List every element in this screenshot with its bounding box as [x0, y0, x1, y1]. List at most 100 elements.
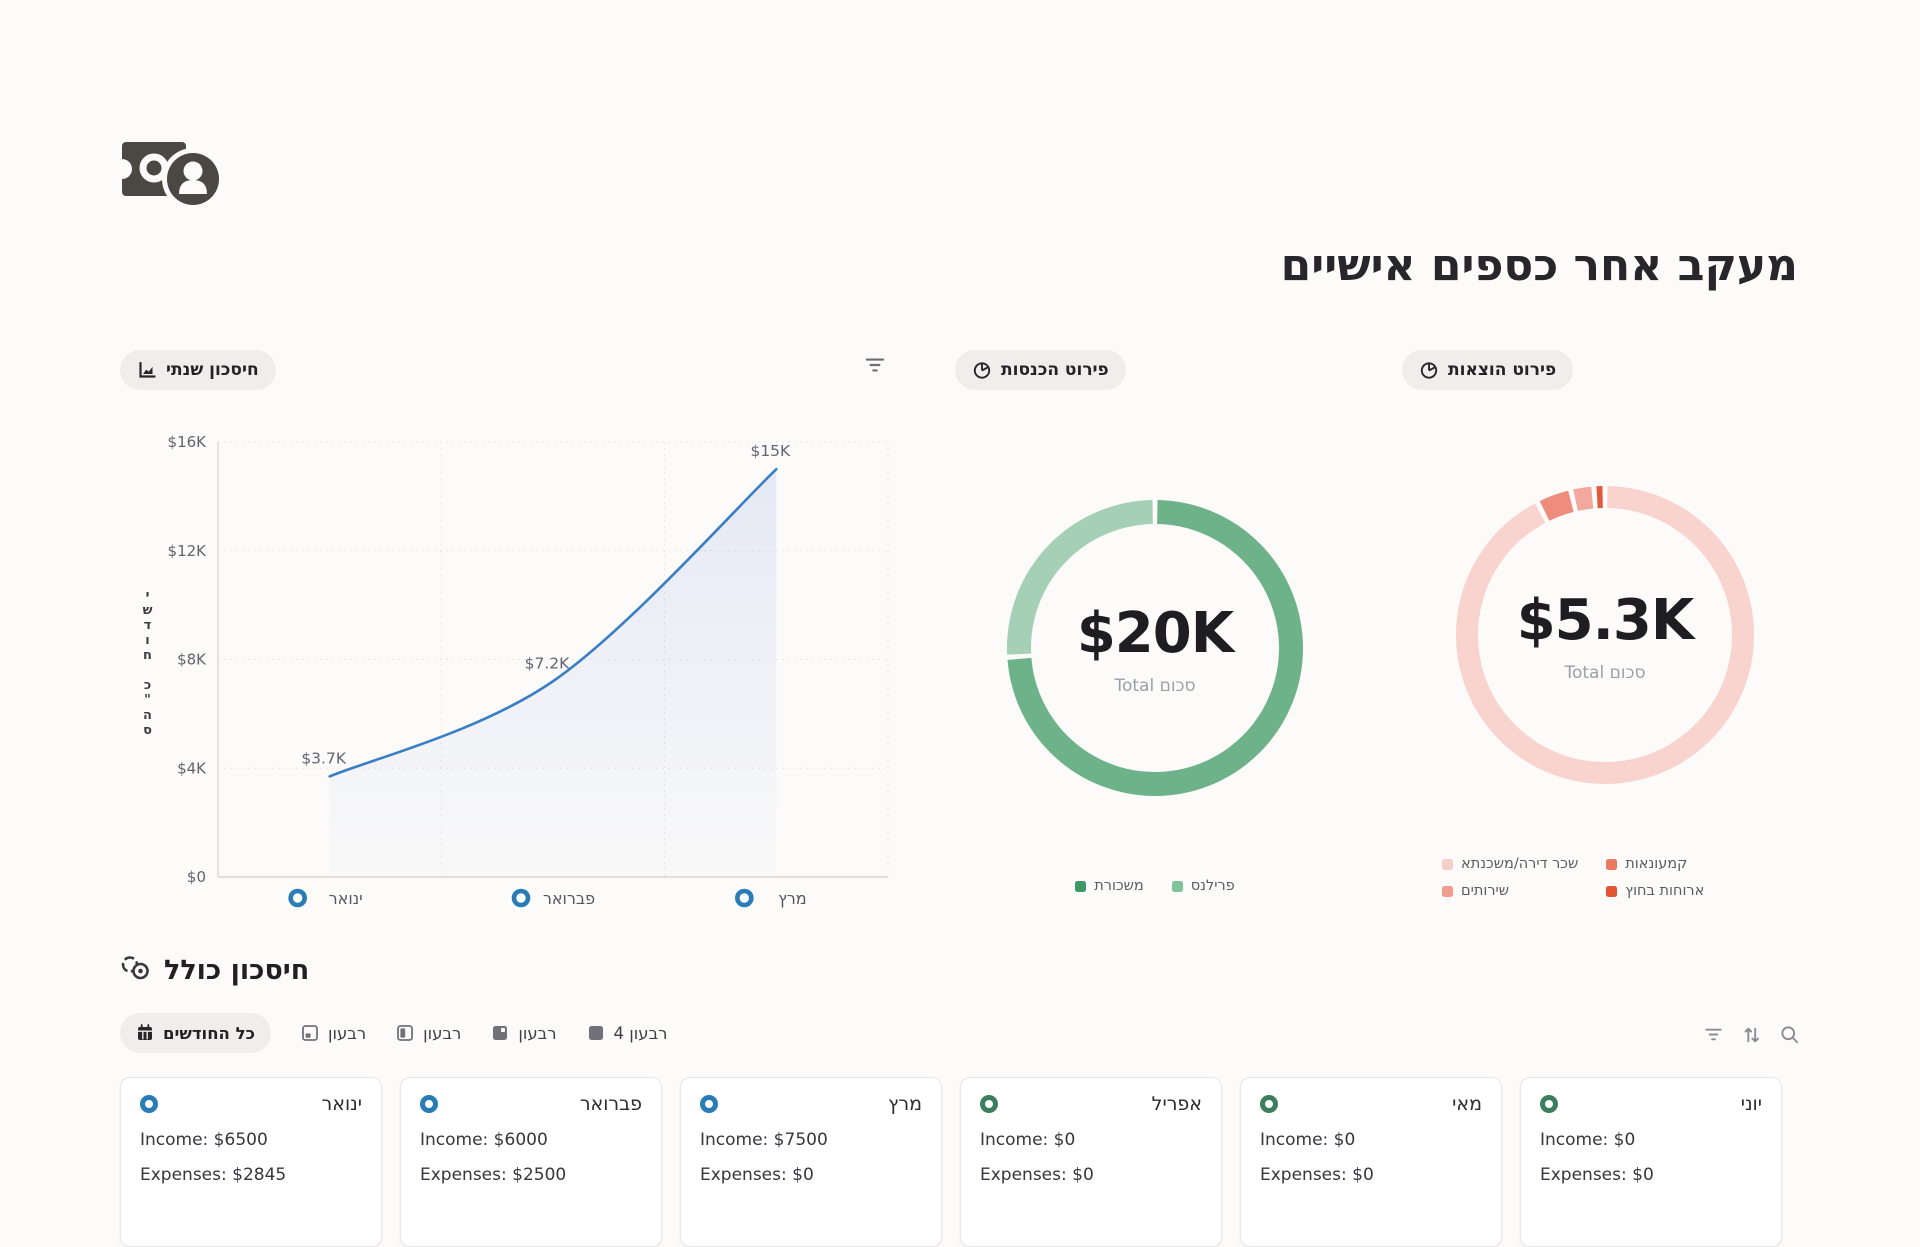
income-donut-chart: $20K סכום Total	[1005, 498, 1305, 798]
income-donut-svg	[1007, 500, 1303, 796]
expenses-legend: שכר דירה/משכנתא קמעונאות שירותים ארוחות בחו…	[1442, 856, 1704, 899]
month-card[interactable]: מאי Income: $0 Expenses: $0	[1240, 1077, 1502, 1247]
pie-chart-icon	[1419, 360, 1439, 380]
month-income: Income: $7500	[700, 1130, 828, 1150]
tab-quarter-2[interactable]: רבעון	[396, 1024, 461, 1043]
legend-swatch-icon	[1442, 885, 1453, 897]
svg-text:פברואר: פברואר	[543, 889, 595, 908]
page-title: מעקב אחר כספים אישיים	[1280, 240, 1798, 291]
month-name: מרץ	[888, 1093, 922, 1115]
income-chip[interactable]: פירוט הכנסות	[955, 350, 1126, 390]
income-chip-label: פירוט הכנסות	[1001, 360, 1109, 380]
svg-text:$4K: $4K	[177, 759, 207, 777]
tab-quarter-3[interactable]: רבעון	[491, 1023, 557, 1043]
month-card-header: יוני	[1540, 1093, 1762, 1115]
expenses-total-sub: סכום Total	[1564, 662, 1646, 683]
expenses-chip[interactable]: פירוט הוצאות	[1402, 350, 1574, 390]
svg-text:$15K: $15K	[750, 442, 791, 460]
month-card[interactable]: ינואר Income: $6500 Expenses: $2845	[120, 1077, 382, 1247]
month-expenses: Expenses: $2845	[140, 1165, 287, 1185]
legend-label: שירותים	[1461, 883, 1510, 899]
month-name: יוני	[1740, 1093, 1762, 1115]
month-marker-icon	[1540, 1095, 1558, 1113]
month-name: פברואר	[579, 1093, 642, 1115]
legend-item: פרילנס	[1171, 878, 1235, 894]
month-card-header: מרץ	[700, 1093, 922, 1115]
month-card[interactable]: פברואר Income: $6000 Expenses: $2500	[400, 1077, 662, 1247]
expenses-total: $5.3K	[1516, 587, 1695, 653]
income-legend: משכורת פרילנס	[1005, 878, 1305, 894]
legend-label: ארוחות בחוץ	[1625, 883, 1705, 899]
month-income: Income: $6500	[140, 1130, 268, 1150]
savings-filter-icon[interactable]	[862, 354, 888, 380]
month-name: מאי	[1452, 1093, 1482, 1115]
month-marker-icon	[1260, 1095, 1278, 1113]
month-expenses: Expenses: $2500	[420, 1165, 567, 1185]
legend-label: שכר דירה/משכנתא	[1461, 856, 1579, 872]
legend-item: שכר דירה/משכנתא	[1442, 856, 1578, 872]
legend-swatch-icon	[1171, 880, 1183, 892]
month-marker-icon	[980, 1095, 998, 1113]
expenses-donut-center: $5.3K סכום Total	[1455, 485, 1755, 785]
filter-icon[interactable]	[1703, 1024, 1724, 1045]
tab-label: רבעון	[518, 1023, 557, 1043]
income-total-sub: סכום Total	[1114, 675, 1196, 696]
expenses-donut-chart: $5.3K סכום Total	[1455, 485, 1755, 785]
income-total: $20K	[1076, 600, 1234, 666]
month-marker-icon	[140, 1095, 158, 1113]
legend-swatch-icon	[1606, 858, 1618, 870]
month-card[interactable]: מרץ Income: $7500 Expenses: $0	[680, 1077, 942, 1247]
svg-text:$0: $0	[187, 868, 206, 886]
tab-all-months[interactable]: כל החודשים	[120, 1013, 271, 1053]
quarter-3-icon	[491, 1024, 509, 1042]
tab-label: כל החודשים	[163, 1023, 255, 1043]
month-card-header: פברואר	[420, 1093, 642, 1115]
savings-chip[interactable]: חיסכון שנתי	[120, 350, 276, 390]
quarter-4-icon	[587, 1024, 605, 1042]
svg-text:$16K: $16K	[168, 433, 208, 451]
period-tabs: כל החודשים רבעון רבעון רבעון רבעון 4	[120, 1013, 667, 1053]
pie-chart-icon	[972, 360, 992, 380]
tab-quarter-1[interactable]: רבעון	[301, 1024, 366, 1043]
svg-text:$8K: $8K	[177, 651, 207, 669]
month-expenses: Expenses: $0	[1540, 1165, 1654, 1185]
month-expenses: Expenses: $0	[700, 1165, 814, 1185]
quarter-1-icon	[301, 1024, 319, 1042]
expenses-chip-label: פירוט הוצאות	[1448, 360, 1557, 380]
legend-item: קמעונאות	[1606, 856, 1704, 872]
section-title: חיסכון כולל	[164, 954, 310, 986]
search-icon[interactable]	[1779, 1024, 1800, 1045]
annual-savings-line-chart: $0 $4K $8K $12K $16K $3.7K $7.2K $15K ינואר פברוא…	[120, 430, 890, 930]
expenses-donut-svg	[1456, 486, 1754, 784]
month-card-header: מאי	[1260, 1093, 1482, 1115]
month-expenses: Expenses: $0	[1260, 1165, 1374, 1185]
svg-text:$7.2K: $7.2K	[525, 654, 571, 672]
month-card[interactable]: יוני Income: $0 Expenses: $0	[1520, 1077, 1782, 1247]
month-marker-icon	[700, 1095, 718, 1113]
tab-label: רבעון	[423, 1023, 462, 1043]
month-income: Income: $0	[1260, 1130, 1356, 1150]
legend-swatch-icon	[1075, 880, 1087, 892]
calendar-icon	[136, 1024, 154, 1042]
legend-label: קמעונאות	[1625, 856, 1688, 872]
tab-quarter-4[interactable]: רבעון 4	[587, 1024, 667, 1043]
coins-icon	[120, 954, 152, 986]
svg-text:$12K: $12K	[168, 542, 208, 560]
legend-item: משכורת	[1075, 878, 1144, 894]
month-card[interactable]: אפריל Income: $0 Expenses: $0	[960, 1077, 1222, 1247]
savings-chip-label: חיסכון שנתי	[166, 360, 259, 380]
sort-icon[interactable]	[1741, 1024, 1762, 1045]
month-card-header: אפריל	[980, 1093, 1202, 1115]
legend-label: משכורת	[1094, 878, 1144, 894]
month-name: אפריל	[1151, 1093, 1202, 1115]
legend-swatch-icon	[1442, 858, 1453, 870]
area-chart-icon	[137, 360, 157, 380]
income-donut-center: $20K סכום Total	[1005, 498, 1305, 798]
legend-item: שירותים	[1442, 883, 1578, 899]
tab-label: רבעון	[327, 1023, 367, 1043]
svg-text:ינואר: ינואר	[329, 889, 363, 908]
month-income: Income: $0	[980, 1130, 1076, 1150]
month-card-header: ינואר	[140, 1093, 362, 1115]
month-income: Income: $6000	[420, 1130, 548, 1150]
legend-swatch-icon	[1606, 885, 1618, 897]
